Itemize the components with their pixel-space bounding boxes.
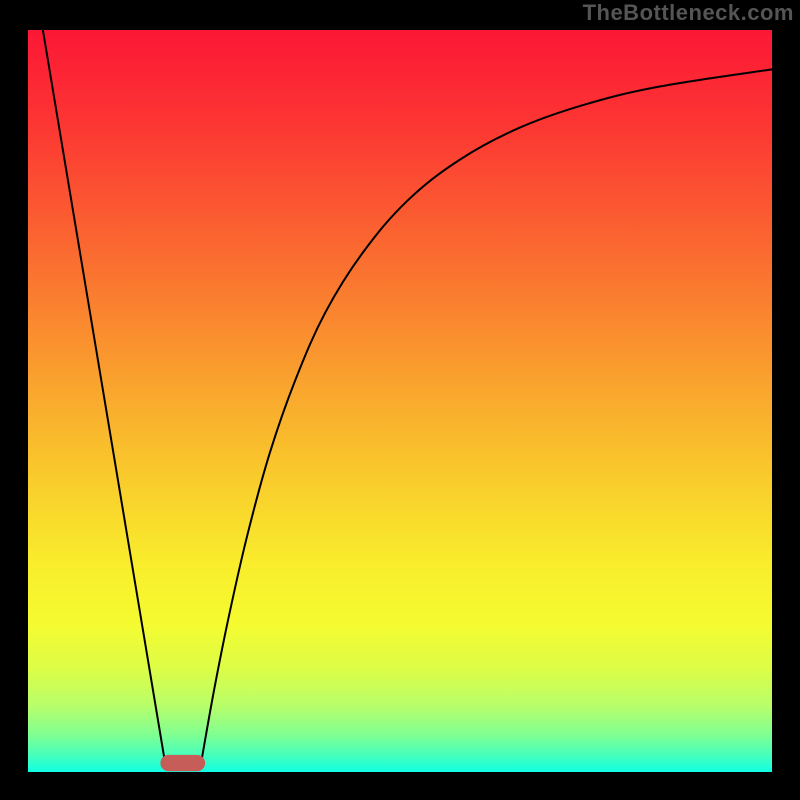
- plot-background: [28, 30, 772, 772]
- bottleneck-marker: [160, 755, 205, 771]
- chart-svg: [0, 0, 800, 800]
- attribution-watermark: TheBottleneck.com: [583, 0, 794, 26]
- chart-frame: TheBottleneck.com: [0, 0, 800, 800]
